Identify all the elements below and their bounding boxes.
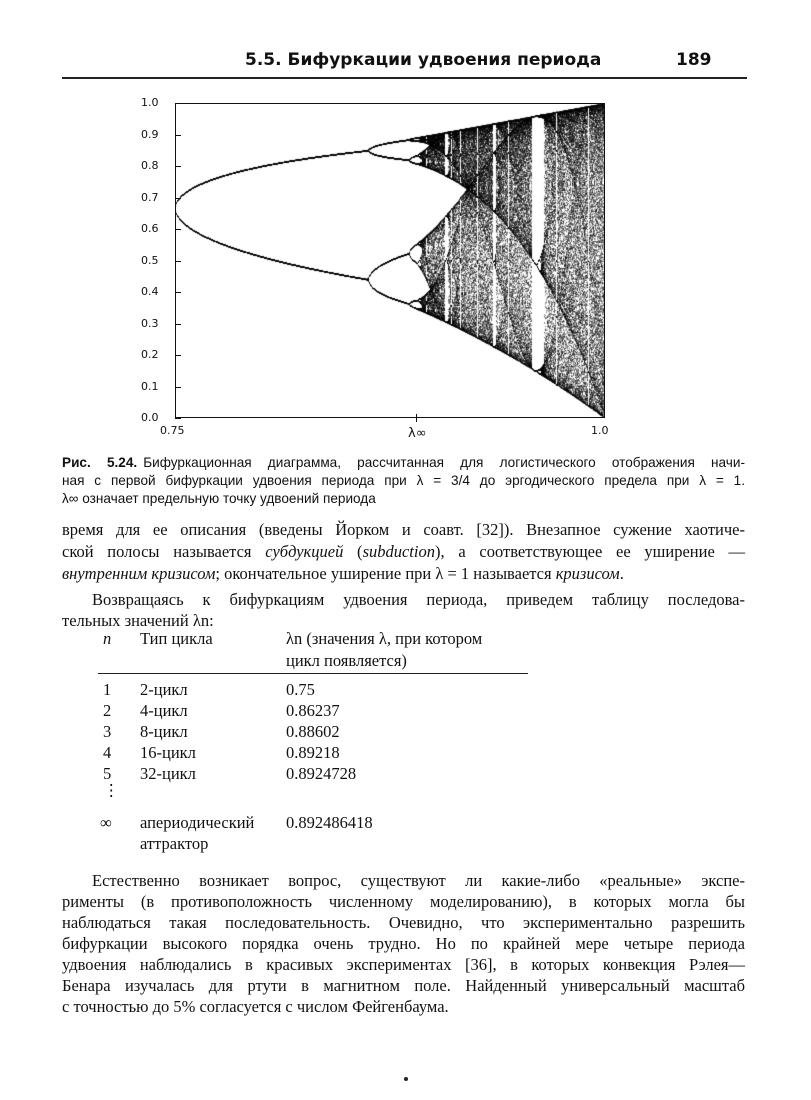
page-number: 189: [676, 50, 712, 70]
y-tick-mark: [175, 355, 181, 356]
text-line: время для ее описания (введены Йорком и …: [62, 520, 745, 539]
col-header-n: n: [103, 629, 112, 648]
text-line: внутренним кризисом; окончательное ушире…: [62, 563, 745, 584]
y-tick-mark: [175, 229, 181, 230]
caption-line: ная с первой бифуркации удвоения периода…: [62, 473, 745, 488]
bifurcation-diagram-plot: [175, 103, 605, 418]
text-line: ской полосы называется субдукцией (subdu…: [62, 541, 745, 562]
cell-n: 3: [103, 722, 112, 741]
cell-value: 0.892486418: [286, 813, 373, 832]
cell-n: 4: [103, 743, 112, 762]
y-tick-label: 1.0: [141, 96, 159, 109]
text-line: рименты (в противоположность численному …: [62, 892, 745, 911]
text-line: удвоения наблюдались в красивых эксперим…: [62, 955, 745, 974]
cell-type: 32-цикл: [140, 764, 196, 783]
text-line: тельных значений λn:: [62, 611, 214, 630]
text: ской полосы называется: [62, 542, 266, 561]
running-header-section: 5.5. Бифуркации удвоения периода: [245, 50, 602, 70]
caption-line: λ∞ означает предельную точку удвоений пе…: [62, 491, 376, 506]
page-dot: [404, 1077, 408, 1081]
cell-value: 0.75: [286, 680, 315, 699]
caption-label: Рис. 5.24.: [62, 455, 138, 470]
y-tick-label: 0.3: [141, 316, 159, 330]
cell-value: 0.88602: [286, 722, 340, 741]
y-tick-mark: [175, 103, 181, 104]
cell-type-cont: аттрактор: [140, 834, 209, 853]
cell-value: 0.86237: [286, 701, 340, 720]
header-rule: [62, 77, 747, 79]
cell-n: 2: [103, 701, 112, 720]
ellipsis: ⋮: [103, 781, 120, 800]
cell-type: 8-цикл: [140, 722, 188, 741]
caption-line: Бифуркационная диаграмма, рассчитанная д…: [143, 455, 745, 470]
text-line: бифуркации высокого порядка очень трудно…: [62, 934, 745, 953]
text-line: Естественно возникает вопрос, существуют…: [92, 871, 745, 890]
cell-type: апериодический: [140, 813, 255, 832]
term: кризисом: [555, 564, 620, 583]
term: субдукцией: [265, 542, 344, 561]
y-tick-mark: [175, 166, 181, 167]
y-tick-mark: [175, 260, 181, 262]
y-tick-label: 0.0: [141, 411, 159, 424]
text-line: наблюдаться такая последовательность. Оч…: [62, 913, 745, 932]
text: .: [619, 564, 624, 583]
text: (: [343, 542, 363, 561]
y-tick-mark: [175, 386, 181, 388]
y-tick-mark: [175, 292, 181, 293]
x-tick-label: 1.0: [591, 424, 609, 437]
y-tick-label: 0.4: [141, 285, 159, 298]
y-tick-label: 0.7: [141, 190, 159, 204]
col-header-lambda-cont: цикл появляется): [286, 651, 407, 670]
cell-value: 0.8924728: [286, 764, 357, 783]
cell-n: 5: [103, 764, 112, 783]
text-line: Возвращаясь к бифуркациям удвоения перио…: [92, 590, 745, 609]
text: ), а соответствующее ее уширение —: [434, 542, 745, 561]
y-tick-label: 0.2: [141, 348, 159, 361]
cell-n: ∞: [100, 813, 112, 832]
cell-type: 16-цикл: [140, 743, 196, 762]
plot-frame: [175, 103, 605, 418]
cell-type: 4-цикл: [140, 701, 188, 720]
y-tick-mark: [175, 197, 181, 199]
col-header-lambda: λn (значения λ, при котором: [286, 629, 483, 648]
x-tick-label-lambda-inf: λ∞: [408, 426, 427, 441]
cell-value: 0.89218: [286, 743, 340, 762]
text-line: с точностью до 5% согласуется с числом Ф…: [62, 997, 449, 1016]
y-tick-mark: [175, 134, 181, 136]
cell-n: 1: [103, 680, 112, 699]
table-rule: [98, 673, 528, 674]
y-tick-label: 0.1: [141, 379, 159, 393]
y-tick-label: 0.8: [141, 159, 159, 172]
text: ; окончательное уширение при λ = 1 назыв…: [215, 564, 556, 583]
y-tick-label: 0.6: [141, 222, 159, 235]
cell-type: 2-цикл: [140, 680, 188, 699]
term: внутренним кризисом: [62, 564, 216, 583]
x-tick-label: 0.75: [160, 424, 185, 437]
x-tick-mark: [416, 414, 417, 422]
y-tick-mark: [175, 323, 181, 325]
y-tick-label: 0.5: [141, 253, 159, 267]
y-tick-label: 0.9: [141, 127, 159, 141]
y-tick-mark: [175, 418, 181, 419]
text-line: Бенара изучалась для ртути в магнитном п…: [62, 976, 745, 995]
col-header-type: Тип цикла: [140, 629, 213, 648]
term: subduction: [362, 542, 435, 561]
